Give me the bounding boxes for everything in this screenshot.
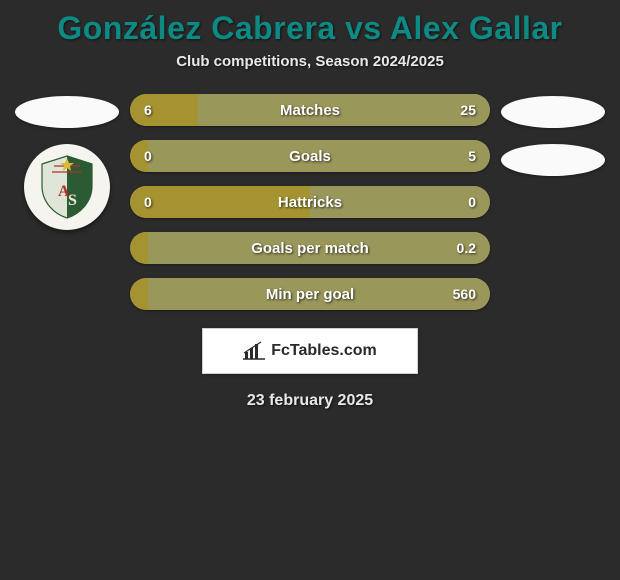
player2-photo-placeholder: [501, 96, 605, 128]
stat-bars: Matches 6 25 Goals 0 5 Hattricks 0 0 Goals per ma…: [130, 94, 490, 310]
stat-bar: Min per goal 560: [130, 278, 490, 310]
comparison-row: A S Matches 6 25 Goals 0 5 Hattricks 0 0 Goals pe…: [0, 94, 620, 310]
stat-bar: Goals 0 5: [130, 140, 490, 172]
stat-bar: Hattricks 0 0: [130, 186, 490, 218]
svg-text:S: S: [68, 192, 77, 209]
subtitle: Club competitions, Season 2024/2025: [0, 53, 620, 94]
page-title: González Cabrera vs Alex Gallar: [0, 0, 620, 53]
stat-bar-right-value: 5: [468, 148, 476, 164]
stat-bar-label: Min per goal: [266, 286, 354, 303]
stat-bar-left-value: 0: [144, 148, 152, 164]
stat-bar-label: Goals per match: [251, 240, 369, 257]
bar-chart-icon: [243, 340, 265, 362]
stat-bar: Goals per match 0.2: [130, 232, 490, 264]
stat-bar-label: Matches: [280, 102, 340, 119]
brand-label: FcTables.com: [271, 342, 377, 360]
player2-club-placeholder: [501, 144, 605, 176]
stat-bar-right-value: 0: [468, 194, 476, 210]
player2-column: [498, 94, 608, 176]
player1-club-badge: A S: [24, 144, 110, 230]
stat-bar-right-value: 0.2: [457, 240, 476, 256]
brand-card[interactable]: FcTables.com: [202, 328, 418, 374]
stat-bar-left-value: 6: [144, 102, 152, 118]
stat-bar-label: Hattricks: [278, 194, 342, 211]
stat-bar-label: Goals: [289, 148, 331, 165]
stat-bar-right-value: 560: [453, 286, 476, 302]
stat-bar-fill-left: [130, 232, 148, 264]
date-line: 23 february 2025: [0, 392, 620, 410]
player1-column: A S: [12, 94, 122, 230]
player1-photo-placeholder: [15, 96, 119, 128]
stat-bar-fill-left: [130, 94, 198, 126]
stat-bar: Matches 6 25: [130, 94, 490, 126]
stat-bar-right-value: 25: [460, 102, 476, 118]
club-shield-icon: A S: [32, 152, 102, 222]
stat-bar-fill-right: [198, 94, 490, 126]
stat-bar-fill-left: [130, 278, 148, 310]
stat-bar-left-value: 0: [144, 194, 152, 210]
